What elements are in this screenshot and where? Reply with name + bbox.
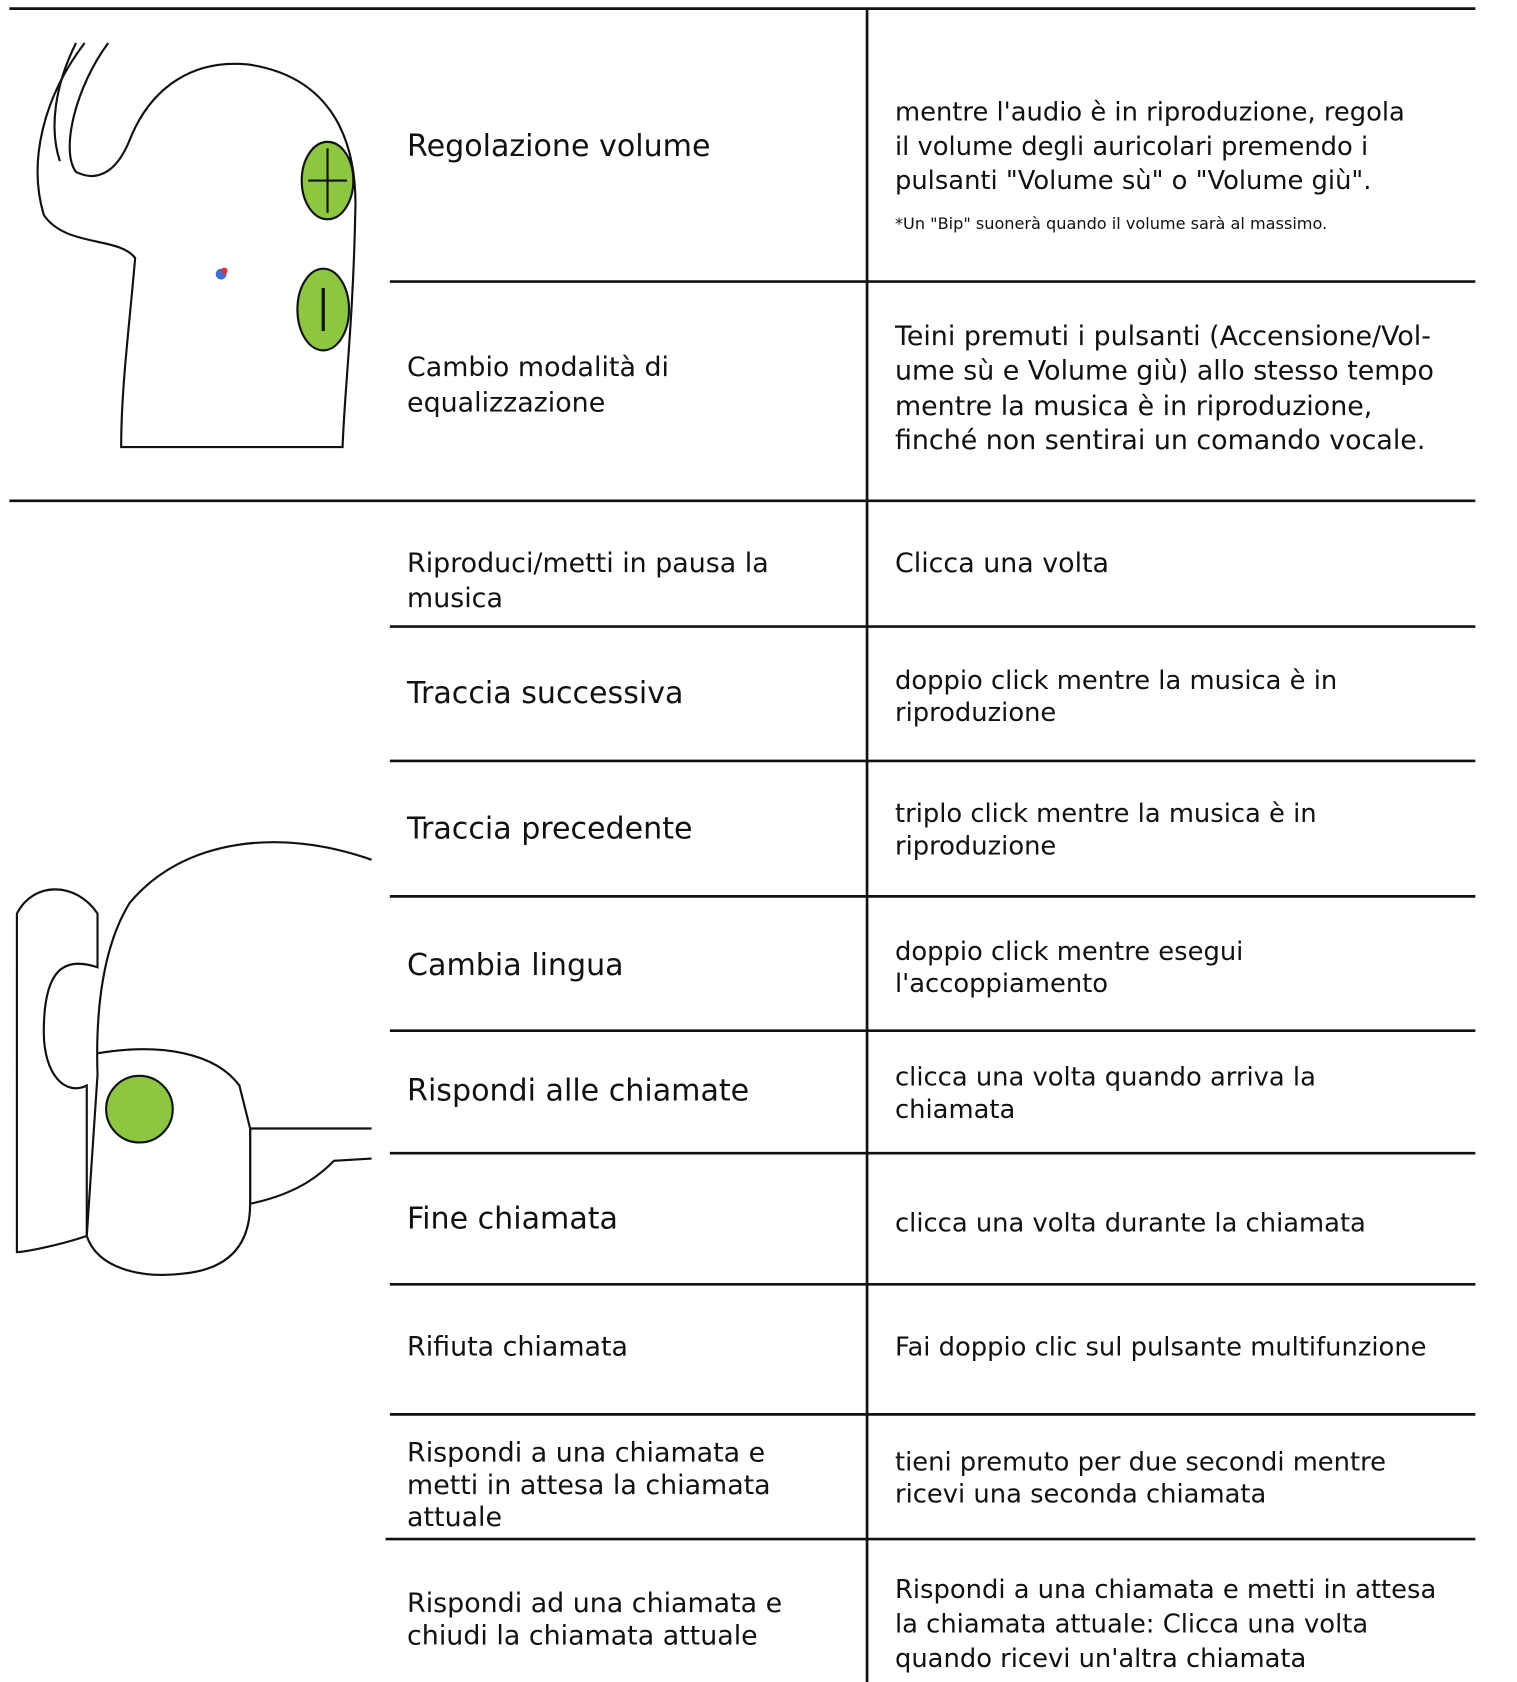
note: *Un "Bip" suonerà quando il volume sarà … bbox=[895, 214, 1327, 233]
action-description: mentre la musica è in riproduzione, bbox=[895, 391, 1372, 422]
action-description: doppio click mentre la musica è in bbox=[895, 666, 1337, 696]
action-description: mentre l'audio è in riproduzione, regola bbox=[895, 97, 1405, 127]
action-description: tieni premuto per due secondi mentre bbox=[895, 1447, 1386, 1477]
action-description: triplo click mentre la musica è in bbox=[895, 799, 1317, 829]
action-label: Traccia precedente bbox=[406, 811, 692, 846]
action-description: l'accoppiamento bbox=[895, 969, 1108, 999]
action-label: Riproduci/metti in pausa la bbox=[407, 548, 769, 579]
action-label: Rispondi alle chiamate bbox=[407, 1074, 749, 1109]
action-description: clicca una volta durante la chiamata bbox=[895, 1209, 1366, 1239]
action-description: ricevi una seconda chiamata bbox=[895, 1480, 1266, 1510]
action-label: Cambio modalità di bbox=[407, 352, 669, 383]
action-label: chiudi la chiamata attuale bbox=[407, 1620, 758, 1651]
action-description: finché non sentirai un comando vocale. bbox=[895, 425, 1425, 456]
earphone-bottom-illustration bbox=[15, 841, 372, 1276]
action-description: quando ricevi un'altra chiamata bbox=[895, 1644, 1306, 1674]
action-label: Traccia successiva bbox=[406, 676, 683, 711]
action-description: la chiamata attuale: Clicca una volta bbox=[895, 1610, 1368, 1640]
action-description: il volume degli auricolari premendo i bbox=[895, 132, 1368, 162]
action-description: riproduzione bbox=[895, 831, 1056, 861]
action-label: attuale bbox=[407, 1502, 502, 1533]
earphone-top-illustration bbox=[36, 42, 357, 449]
action-description: Rispondi a una chiamata e metti in attes… bbox=[895, 1575, 1436, 1605]
action-description: doppio click mentre esegui bbox=[895, 937, 1243, 967]
action-description: Fai doppio clic sul pulsante multifunzio… bbox=[895, 1332, 1427, 1362]
action-description: chiamata bbox=[895, 1095, 1015, 1125]
action-description: clicca una volta quando arriva la bbox=[895, 1063, 1316, 1093]
action-label: Rifiuta chiamata bbox=[407, 1331, 628, 1362]
action-description: Clicca una volta bbox=[895, 548, 1109, 579]
action-description: pulsanti "Volume sù" o "Volume giù". bbox=[895, 166, 1371, 196]
action-label: metti in attesa la chiamata bbox=[407, 1470, 771, 1501]
action-label: Cambia lingua bbox=[407, 948, 624, 983]
action-description: ume sù e Volume giù) allo stesso tempo bbox=[895, 355, 1434, 386]
action-label: Regolazione volume bbox=[407, 129, 710, 164]
action-label: Fine chiamata bbox=[407, 1201, 618, 1236]
action-description: Teini premuti i pulsanti (Accensione/Vol… bbox=[894, 321, 1431, 352]
action-label: Rispondi a una chiamata e bbox=[407, 1438, 765, 1469]
action-label: musica bbox=[407, 583, 503, 614]
action-label: equalizzazione bbox=[407, 388, 605, 419]
action-label: Rispondi ad una chiamata e bbox=[407, 1588, 782, 1619]
action-description: riproduzione bbox=[895, 698, 1056, 728]
